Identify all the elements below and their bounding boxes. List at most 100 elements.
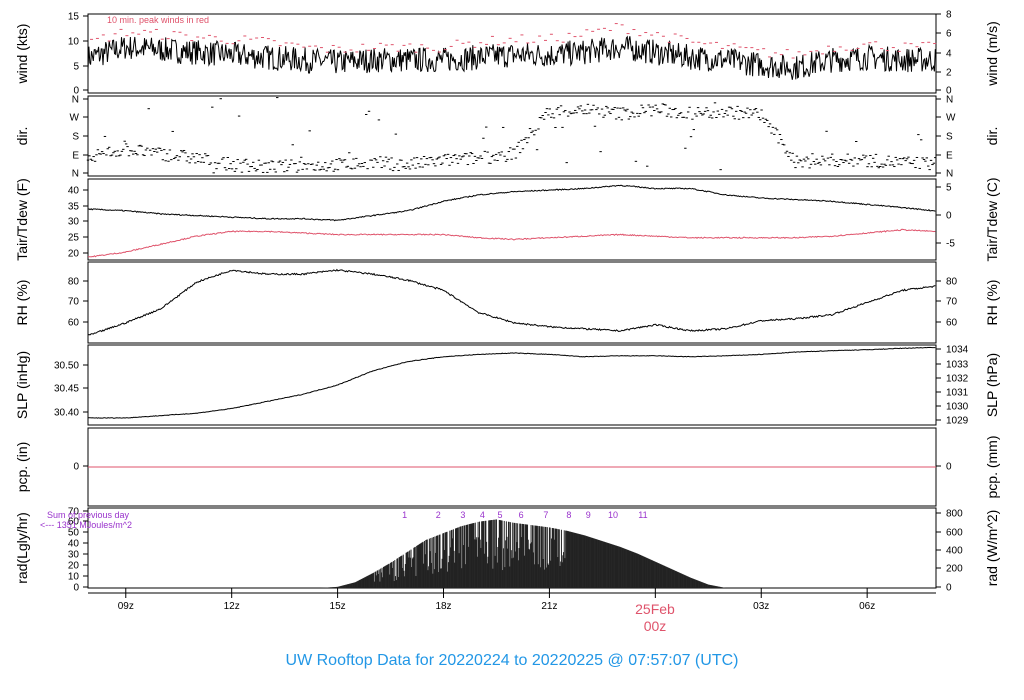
rh-left-tick-label: 80 <box>68 277 80 288</box>
dir-left-tick-label: W <box>70 113 80 124</box>
chart-title: UW Rooftop Data for 20220224 to 20220225… <box>286 652 739 669</box>
dir-left-tick-label: N <box>72 95 79 106</box>
rad-left-tick-label: 0 <box>73 583 79 594</box>
panel-pcp: pcp. (in) pcp. (mm) 0 0 <box>14 427 1000 507</box>
dir-right-label: dir. <box>984 127 1000 146</box>
rad-right-label: rad (W/m^2) <box>984 510 1000 587</box>
rad-left-tick-label: 60 <box>68 517 80 528</box>
slp-right-tick-label: 1034 <box>946 345 969 356</box>
temp-right-tick-label: -5 <box>946 239 955 250</box>
rh-right-tick-label: 70 <box>946 297 958 308</box>
wind-left-label: wind (kts) <box>14 24 30 85</box>
rad-right-tick-label: 600 <box>946 528 963 539</box>
panel-temp: Tair/Tdew (F) Tair/Tdew (C) 20 25 30 35 40 -5 0 5 <box>14 177 1000 261</box>
panel-rad: rad(Lgly/hr) rad (W/m^2)01020304050607002… <box>14 507 1000 594</box>
temp-right-tick-label: 0 <box>946 211 952 222</box>
slp-right-tick-label: 1030 <box>946 402 969 413</box>
rh-left-tick-label: 70 <box>68 297 80 308</box>
wind-speed-line <box>87 35 936 80</box>
rad-hour-label: 1 <box>402 510 407 520</box>
slp-right-tick-label: 1029 <box>946 416 969 427</box>
date-tick-label: 00z <box>644 618 667 634</box>
rad-hour-label: 7 <box>543 510 548 520</box>
x-axis-tick-label: 15z <box>330 601 346 612</box>
temp-left-tick-label: 25 <box>68 233 80 244</box>
dir-right-tick-label: S <box>946 132 953 143</box>
x-axis-tick-label: 03z <box>753 601 769 612</box>
rh-left-label: RH (%) <box>14 280 30 326</box>
rh-left-tick-label: 60 <box>68 318 80 329</box>
slp-right-tick-label: 1032 <box>946 374 969 385</box>
x-axis-tick-label: 09z <box>118 601 134 612</box>
dir-left-tick-label: S <box>72 132 79 143</box>
slp-series-line-0 <box>88 346 936 419</box>
rad-hour-label: 4 <box>480 510 485 520</box>
temp-left-tick-label: 35 <box>68 202 80 213</box>
rh-series-line-0 <box>87 268 936 336</box>
panel-wind: wind (kts) wind (m/s) 0 5 10 15 0 2 4 6 8 10 min. p… <box>14 10 1000 97</box>
temp-series-line-0 <box>88 184 936 222</box>
x-axis-tick-label: 18z <box>435 601 451 612</box>
rad-annotation-line: Sum of previous day <box>47 510 130 520</box>
rad-hour-label: 3 <box>460 510 465 520</box>
rad-right-tick-label: 200 <box>946 564 963 575</box>
temp-frame <box>87 178 937 261</box>
wind-right-tick-label: 2 <box>946 68 952 79</box>
x-axis: 09z 12z 15z 18z 21z 03z 06z <box>88 588 936 612</box>
wind-left-tick-label: 15 <box>68 12 80 23</box>
rad-hour-label: 10 <box>608 510 618 520</box>
dir-left-tick-label: E <box>72 151 79 162</box>
rh-frame <box>87 261 937 344</box>
temp-right-label: Tair/Tdew (C) <box>984 177 1000 261</box>
temp-right-tick-label: 5 <box>946 183 952 194</box>
rad-hour-label: 5 <box>497 510 502 520</box>
temp-left-tick-label: 30 <box>68 217 80 228</box>
slp-left-label: SLP (inHg) <box>14 351 30 419</box>
pcp-right-label: pcp. (mm) <box>984 436 1000 499</box>
slp-left-tick-label: 30.40 <box>54 408 79 419</box>
temp-left-tick-label: 20 <box>68 249 80 260</box>
rad-left-tick-label: 30 <box>68 550 80 561</box>
slp-right-label: SLP (hPa) <box>984 353 1000 417</box>
x-axis-tick-label: 21z <box>541 601 557 612</box>
panel-rh: RH (%) RH (%) 60 70 80 60 70 80 <box>14 261 1000 344</box>
rad-right-tick-label: 800 <box>946 509 963 520</box>
dir-left-tick-label: N <box>72 169 79 180</box>
wind-left-tick-label: 5 <box>73 62 79 73</box>
dir-right-tick-label: N <box>946 169 953 180</box>
dir-frame <box>87 95 937 177</box>
temp-left-label: Tair/Tdew (F) <box>14 178 30 260</box>
rad-right-tick-label: 0 <box>946 583 952 594</box>
slp-left-tick-label: 30.50 <box>54 361 79 372</box>
rad-hour-label: 11 <box>638 510 647 520</box>
wind-left-tick-label: 10 <box>68 37 80 48</box>
dir-right-tick-label: W <box>946 113 956 124</box>
rad-hour-label: 9 <box>586 510 591 520</box>
wind-right-tick-label: 6 <box>946 29 952 40</box>
dir-right-tick-label: N <box>946 95 953 106</box>
slp-right-tick-label: 1033 <box>946 360 969 371</box>
x-axis-tick-label: 06z <box>859 601 875 612</box>
pcp-left-tick-label: 0 <box>73 462 79 473</box>
wind-right-tick-label: 0 <box>946 86 952 97</box>
wind-left-tick-label: 0 <box>73 86 79 97</box>
rh-right-tick-label: 60 <box>946 318 958 329</box>
rh-right-label: RH (%) <box>984 280 1000 326</box>
panel-slp: SLP (inHg) SLP (hPa) 30.40 30.45 30.50 1029 10… <box>14 344 1000 427</box>
slp-left-tick-label: 30.45 <box>54 384 79 395</box>
rad-left-tick-label: 20 <box>68 561 80 572</box>
wind-right-tick-label: 4 <box>946 49 952 60</box>
dir-right-tick-label: E <box>946 151 953 162</box>
rh-right-tick-label: 80 <box>946 277 958 288</box>
rad-hour-label: 6 <box>519 510 524 520</box>
rad-left-label: rad(Lgly/hr) <box>14 512 30 584</box>
slp-frame <box>87 344 937 426</box>
rad-left-tick-label: 70 <box>68 507 80 518</box>
rad-left-tick-label: 40 <box>68 539 80 550</box>
wind-annotation: 10 min. peak winds in red <box>107 15 209 25</box>
temp-series-line-1 <box>87 228 936 258</box>
wind-frame <box>87 13 937 94</box>
